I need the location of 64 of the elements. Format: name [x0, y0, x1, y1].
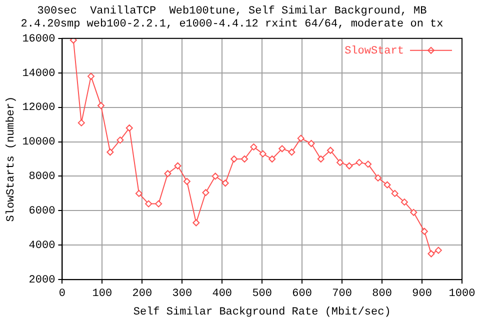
point — [268, 156, 276, 162]
point — [126, 124, 133, 132]
point — [308, 140, 315, 147]
point — [135, 190, 142, 197]
point — [297, 134, 304, 142]
y-axis-title: SlowStarts (number) — [6, 96, 18, 222]
point — [250, 143, 258, 150]
point — [259, 150, 266, 158]
point — [230, 156, 238, 162]
y-tick-label: 8000 — [28, 171, 56, 184]
y-tick-label: 4000 — [28, 240, 56, 252]
point — [183, 178, 190, 185]
y-tick-label: 10000 — [22, 136, 56, 149]
point — [174, 162, 182, 170]
point — [317, 156, 324, 162]
point — [384, 181, 391, 188]
point — [87, 72, 94, 80]
point — [202, 189, 210, 196]
point — [428, 250, 435, 258]
x-tick-label: 600 — [292, 288, 312, 300]
point — [410, 208, 418, 216]
point — [241, 156, 248, 162]
point — [434, 246, 442, 254]
chart-title: 300sec VanillaTCP Web100tune, Self Similar Background, MB — [37, 6, 428, 18]
y-tick-label: 14000 — [22, 68, 56, 80]
y-tick-label: 16000 — [22, 33, 56, 46]
x-tick-label: 200 — [132, 288, 152, 300]
chart-subtitle: 2.4.20smp web100-2.2.1, e1000-4.4.12 rxint 64/64, moderate on tx — [20, 18, 444, 31]
point — [70, 38, 77, 44]
point — [145, 200, 152, 208]
point — [164, 170, 172, 178]
x-tick-label: 500 — [252, 288, 272, 300]
x-tick-label: 800 — [372, 288, 392, 300]
x-axis-title: Self Similar Background Rate (Mbit/sec) — [133, 306, 391, 318]
point — [97, 102, 104, 110]
point — [400, 198, 408, 206]
point — [278, 145, 286, 152]
point — [212, 172, 219, 180]
point — [336, 158, 344, 166]
y-tick-label: 6000 — [28, 206, 56, 218]
point — [326, 146, 334, 154]
point — [346, 162, 353, 170]
point — [356, 158, 363, 166]
legend-label: SlowStart — [344, 45, 404, 58]
point — [192, 219, 200, 226]
x-tick-label: 900 — [412, 288, 432, 300]
point — [106, 148, 114, 156]
x-tick-label: 400 — [212, 288, 232, 300]
point — [374, 174, 382, 182]
point — [116, 136, 124, 144]
x-tick-label: 100 — [92, 288, 112, 300]
point — [78, 119, 85, 126]
x-tick-label: 0 — [58, 288, 66, 300]
y-tick-label: 2000 — [28, 274, 56, 287]
point — [222, 180, 229, 187]
point — [391, 190, 398, 197]
x-tick-label: 300 — [172, 288, 192, 300]
point — [288, 148, 296, 156]
point — [155, 200, 162, 208]
point — [420, 228, 428, 235]
point — [364, 160, 372, 168]
y-tick-label: 12000 — [22, 102, 56, 114]
x-tick-label: 700 — [332, 288, 352, 300]
x-tick-label: 1000 — [448, 288, 476, 300]
